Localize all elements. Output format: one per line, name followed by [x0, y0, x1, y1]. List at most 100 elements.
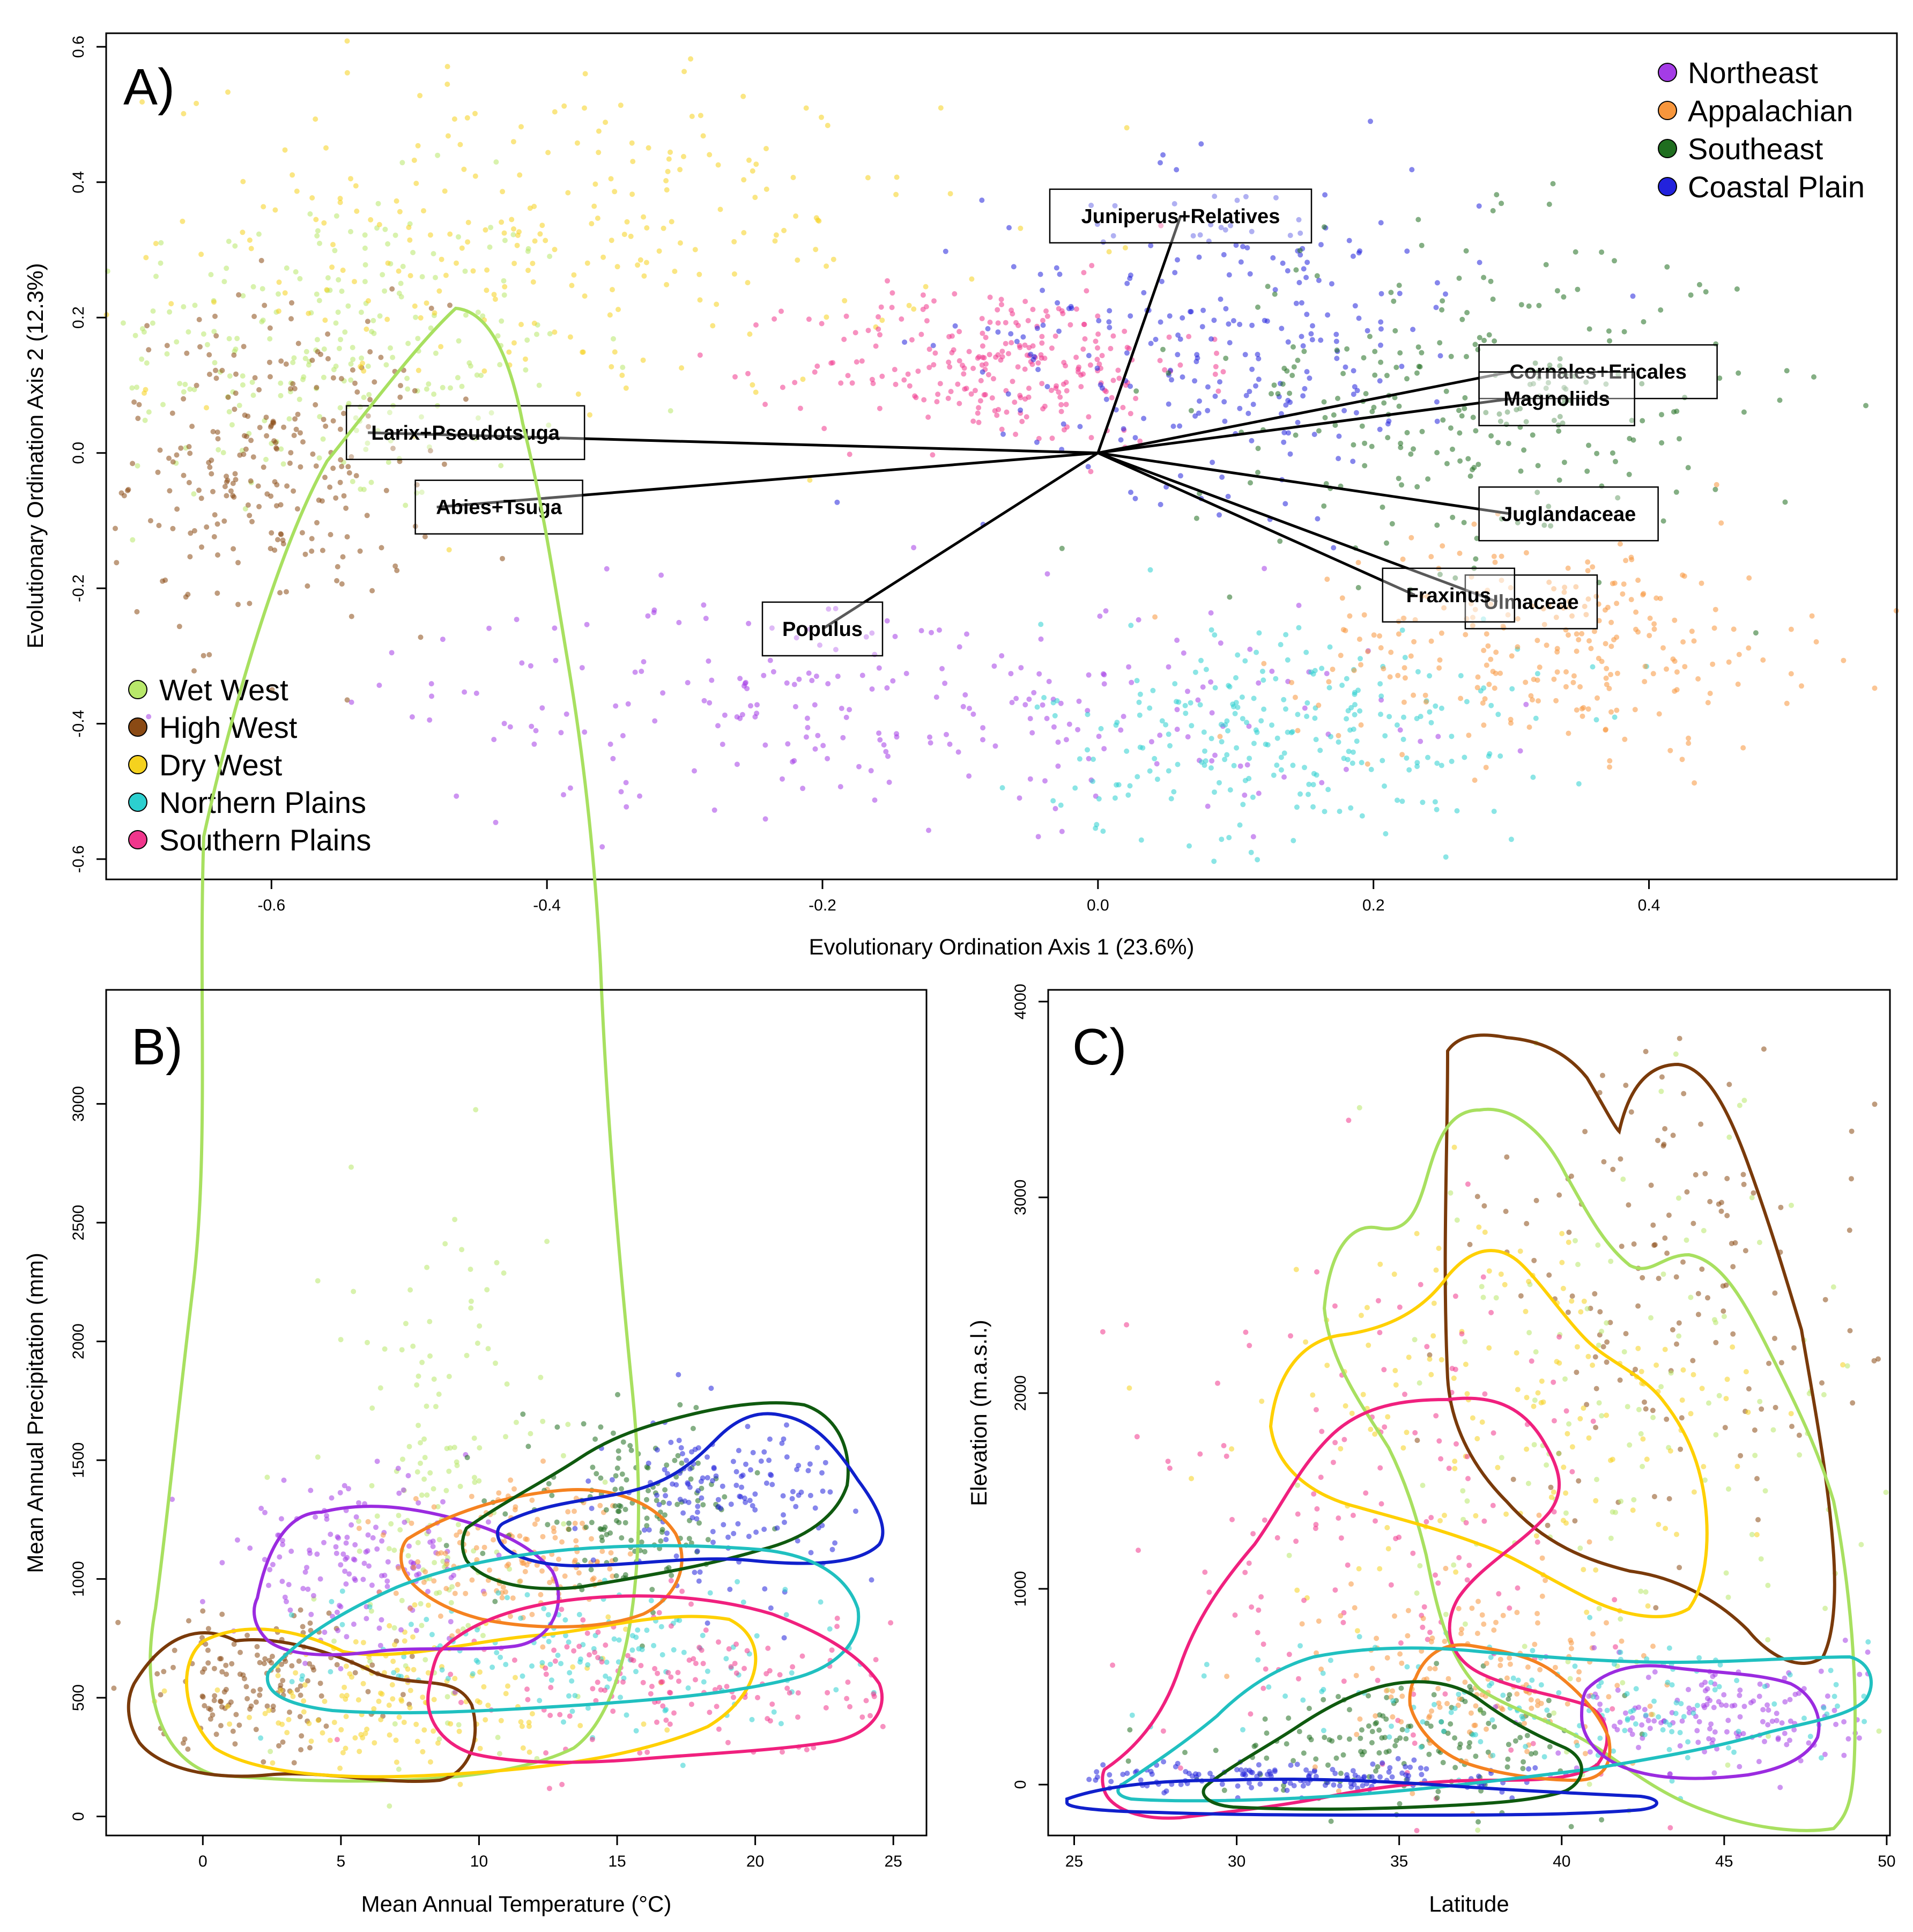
panel-c-point: [1354, 1731, 1360, 1737]
panel-a-point: [272, 547, 278, 553]
panel-a-point: [1211, 317, 1217, 323]
panel-b-point: [392, 1721, 398, 1727]
panel-a-point: [1255, 304, 1260, 310]
panel-b-point: [540, 1644, 546, 1650]
panel-b-point: [379, 1617, 384, 1623]
panel-b-point: [414, 1382, 420, 1388]
panel-c-point: [1699, 1682, 1704, 1688]
panel-a-point: [1734, 286, 1740, 292]
panel-a-point: [961, 371, 967, 377]
panel-b-point: [663, 1537, 669, 1543]
panel-a-point: [1474, 685, 1480, 691]
panel-a-point: [1628, 597, 1634, 603]
panel-a-point: [1042, 356, 1048, 361]
panel-a-point: [1076, 698, 1082, 704]
panel-a-point: [1278, 754, 1284, 760]
panel-b-point: [211, 1665, 217, 1671]
panel-a-point: [892, 634, 898, 639]
panel-b-point: [238, 1649, 243, 1655]
panel-b-point: [386, 1702, 392, 1708]
panel-a-point: [635, 262, 641, 268]
panel-a-point: [1223, 356, 1229, 361]
panel-a-point: [1505, 612, 1511, 618]
panel-c-point: [1499, 1455, 1504, 1461]
panel-a-point: [1106, 319, 1112, 325]
panel-c-point: [1356, 1566, 1362, 1572]
legend-swatch-high-west: [128, 717, 147, 737]
panel-c-point: [1303, 1767, 1309, 1773]
panel-c-point: [1604, 1320, 1610, 1326]
panel-a-points: [103, 38, 1899, 864]
panel-b-point: [250, 1688, 256, 1694]
panel-a-point: [1351, 368, 1356, 374]
panel-b-point: [403, 1321, 409, 1327]
panel-a-point: [1456, 275, 1462, 281]
panel-a-point: [1213, 364, 1219, 369]
panel-a-point: [1238, 259, 1244, 265]
panel-a-point: [1210, 460, 1215, 465]
panel-c-point: [1295, 1511, 1301, 1517]
panel-a-point: [792, 704, 798, 709]
panel-c-point: [1434, 1795, 1440, 1801]
panel-a-point: [528, 663, 533, 669]
panel-b-point: [481, 1591, 487, 1597]
panel-c-point: [1770, 1427, 1776, 1433]
panel-a-point: [1248, 849, 1254, 855]
panel-b-point: [616, 1637, 622, 1643]
panel-a-point: [419, 414, 424, 420]
panel-a-point: [784, 680, 790, 686]
panel-a-point: [927, 734, 932, 740]
panel-c-point: [1398, 1685, 1404, 1691]
panel-a-point: [474, 372, 480, 378]
panel-b-point: [658, 1538, 664, 1544]
panel-c-point: [1390, 1714, 1396, 1720]
panel-b-point: [664, 1727, 670, 1733]
panel-a-point: [1699, 580, 1704, 586]
panel-a-point: [1359, 813, 1365, 819]
panel-c-point: [1569, 1444, 1575, 1450]
panel-c-point: [1506, 1742, 1511, 1748]
panel-c-point: [1375, 1764, 1381, 1770]
panel-a-point: [1085, 747, 1090, 753]
panel-b-point: [327, 1737, 333, 1743]
panel-c-point: [1427, 1356, 1433, 1362]
panel-a-point: [1457, 458, 1463, 464]
panel-b-point: [307, 1661, 313, 1667]
panel-a-point: [1439, 307, 1445, 313]
panel-a-point: [501, 230, 507, 236]
panel-c-point: [1249, 1604, 1255, 1610]
panel-c-point: [1093, 1777, 1099, 1783]
panel-a-point: [999, 653, 1005, 658]
panel-c-point: [1338, 1771, 1344, 1776]
panel-b-point: [728, 1664, 734, 1670]
panel-b-point: [726, 1646, 732, 1652]
panel-c-point: [1314, 1269, 1319, 1275]
panel-a-point: [1395, 672, 1401, 678]
panel-a-point: [1425, 594, 1430, 599]
panel-b-point: [747, 1498, 753, 1504]
panel-a-x-tick-label: -0.6: [257, 897, 285, 914]
panel-a-point: [335, 309, 341, 315]
panel-c-point: [1469, 1605, 1475, 1611]
panel-a-point: [1464, 354, 1469, 359]
panel-c-point: [1608, 1535, 1614, 1541]
panel-c-point: [1258, 1594, 1264, 1600]
panel-c-point: [1569, 1298, 1575, 1304]
panel-b-point: [768, 1605, 774, 1611]
panel-a-point: [184, 350, 190, 356]
panel-a-point: [1201, 729, 1207, 735]
panel-b-point: [686, 1657, 692, 1663]
panel-a-point: [547, 254, 553, 260]
panel-a-point: [1175, 352, 1181, 358]
panel-a-point: [1237, 322, 1243, 327]
panel-c-point: [1568, 1824, 1574, 1830]
panel-a-point: [1346, 749, 1352, 754]
panel-c-point: [1498, 1271, 1504, 1277]
panel-c-point: [1468, 1710, 1474, 1716]
panel-a-point: [1576, 781, 1582, 787]
panel-c-point: [1690, 1220, 1696, 1226]
panel-b-point: [483, 1717, 488, 1723]
panel-a-point: [144, 360, 150, 366]
panel-a-point: [1278, 411, 1284, 417]
panel-b-point: [457, 1529, 463, 1535]
